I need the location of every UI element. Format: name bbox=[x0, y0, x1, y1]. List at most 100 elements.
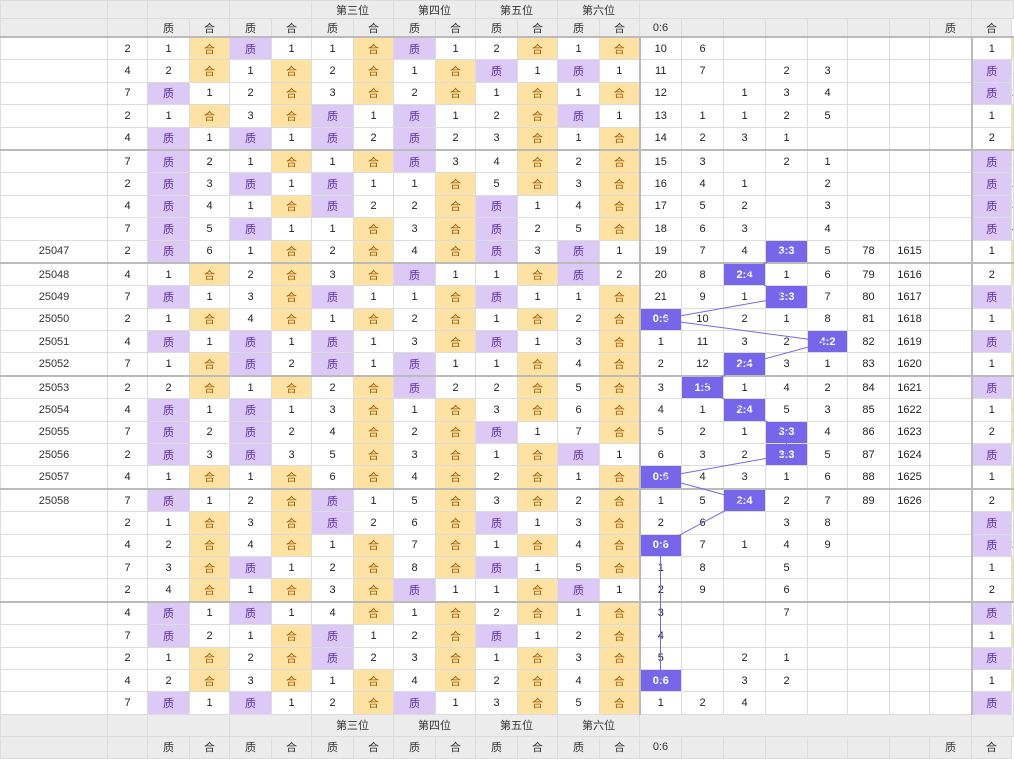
position-cell: 合 bbox=[599, 398, 640, 422]
position-cell: 1 bbox=[557, 81, 600, 106]
trend-cell: 84 bbox=[847, 374, 890, 400]
position-cell: 合 bbox=[189, 668, 230, 693]
trend-cell: 2 bbox=[638, 352, 682, 377]
tail-cell: 合 bbox=[1011, 465, 1014, 490]
footer-group-7: 第六位 bbox=[557, 713, 640, 737]
trend-cell bbox=[807, 600, 848, 626]
position-cell: 1 bbox=[517, 555, 558, 580]
trend-cell: 3 bbox=[638, 374, 682, 400]
position-cell: 合 bbox=[599, 330, 640, 354]
trend-cell: 13 bbox=[638, 104, 682, 128]
position-cell: 合 bbox=[353, 148, 394, 174]
footer-sub-22: 合 bbox=[971, 735, 1012, 759]
position-cell: 质 bbox=[229, 443, 272, 467]
position-cell: 合 bbox=[517, 81, 558, 106]
period-cell bbox=[0, 36, 108, 61]
position-cell: 3 bbox=[271, 443, 312, 467]
position-cell: 1 bbox=[475, 81, 518, 106]
trend-cell bbox=[765, 194, 808, 219]
footer-sub-18 bbox=[807, 735, 848, 759]
trend-cell: 4 bbox=[638, 624, 682, 648]
trend-cell: 1 bbox=[765, 307, 808, 332]
period-cell bbox=[0, 533, 108, 557]
position-cell: 1 bbox=[393, 398, 436, 422]
trend-cell: 1 bbox=[723, 172, 766, 196]
position-cell: 2 bbox=[393, 194, 436, 219]
trend-cell: 78 bbox=[847, 239, 890, 264]
trend-cell: 15 bbox=[638, 148, 682, 174]
footer-group-0 bbox=[0, 713, 108, 737]
trend-cell bbox=[807, 36, 848, 61]
period-cell bbox=[0, 59, 108, 83]
position-cell: 3 bbox=[311, 261, 354, 287]
tail-cell: 1 bbox=[1011, 330, 1014, 354]
position-cell: 合 bbox=[189, 104, 230, 128]
sum-cell: 2 bbox=[107, 104, 148, 128]
header-sub-9: 合 bbox=[435, 18, 476, 38]
trend-cell: 1617 bbox=[889, 285, 930, 309]
position-cell: 合 bbox=[189, 555, 230, 580]
trend-cell: 1 bbox=[681, 104, 724, 128]
trend-cell: 1 bbox=[723, 420, 766, 445]
position-cell: 5 bbox=[557, 691, 600, 715]
position-cell: 2 bbox=[557, 148, 600, 174]
trend-cell bbox=[847, 578, 890, 603]
position-cell: 合 bbox=[271, 624, 312, 648]
trend-cell: 4 bbox=[681, 172, 724, 196]
position-cell: 合 bbox=[435, 239, 476, 264]
tail-cell: 质 bbox=[970, 81, 1012, 106]
tail-cell: 质 bbox=[970, 59, 1012, 83]
trend-cell bbox=[889, 126, 930, 151]
trend-cell bbox=[847, 624, 890, 648]
sum-cell: 4 bbox=[107, 668, 148, 693]
trend-cell bbox=[889, 59, 930, 83]
position-cell: 2 bbox=[147, 533, 190, 557]
position-cell: 2 bbox=[229, 646, 272, 670]
sum-cell: 2 bbox=[107, 172, 148, 196]
footer-group-2 bbox=[147, 713, 230, 737]
position-cell: 1 bbox=[271, 330, 312, 354]
trend-cell: 2 bbox=[723, 194, 766, 219]
position-cell: 合 bbox=[353, 600, 394, 626]
trend-cell bbox=[765, 172, 808, 196]
tail-cell: 1 bbox=[1011, 511, 1014, 535]
position-cell: 合 bbox=[189, 465, 230, 490]
trend-cell bbox=[929, 443, 972, 467]
position-cell: 2 bbox=[189, 148, 230, 174]
header-sub-13: 合 bbox=[599, 18, 640, 38]
header-sub-17 bbox=[765, 18, 808, 38]
period-cell: 25051 bbox=[0, 330, 108, 354]
position-cell: 合 bbox=[517, 465, 558, 490]
ratio-mark: 3:3 bbox=[765, 239, 808, 264]
position-cell: 3 bbox=[311, 81, 354, 106]
header-sub-19 bbox=[847, 18, 890, 38]
header-sub-8: 质 bbox=[393, 18, 436, 38]
position-cell: 质 bbox=[475, 555, 518, 580]
position-cell: 合 bbox=[271, 511, 312, 535]
position-cell: 1 bbox=[517, 330, 558, 354]
trend-cell: 87 bbox=[847, 443, 890, 467]
footer-sub-21: 质 bbox=[929, 735, 972, 759]
position-cell: 7 bbox=[393, 533, 436, 557]
footer-sub-14: 0:6 bbox=[639, 735, 682, 759]
position-cell: 6 bbox=[557, 398, 600, 422]
tail-cell: 1 bbox=[970, 398, 1012, 422]
footer-sub-2: 质 bbox=[147, 735, 190, 759]
position-cell: 质 bbox=[475, 285, 518, 309]
trend-cell: 1 bbox=[723, 104, 766, 128]
position-cell: 质 bbox=[475, 624, 518, 648]
sum-cell: 7 bbox=[107, 81, 148, 106]
table-row: 4质1质1质2质23合1合142312合 bbox=[0, 126, 1014, 151]
position-cell: 1 bbox=[147, 465, 190, 490]
trend-cell bbox=[765, 217, 808, 241]
position-cell: 5 bbox=[475, 172, 518, 196]
position-cell: 2 bbox=[311, 691, 354, 715]
trend-cell: 5 bbox=[765, 555, 808, 580]
position-cell: 2 bbox=[353, 511, 394, 535]
position-cell: 3 bbox=[229, 104, 272, 128]
